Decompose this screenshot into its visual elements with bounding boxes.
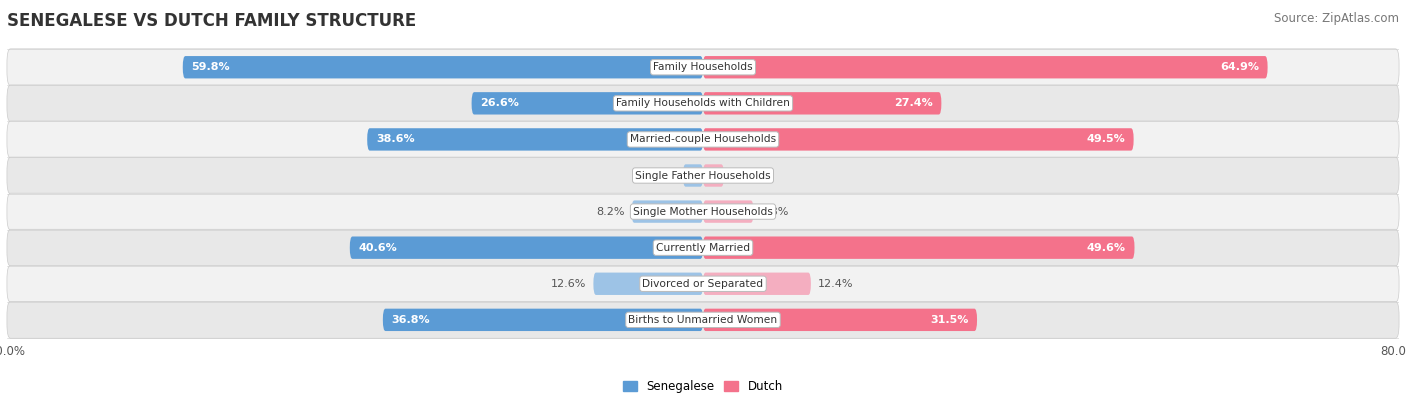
Text: 31.5%: 31.5% [929, 315, 969, 325]
Text: 38.6%: 38.6% [375, 134, 415, 145]
FancyBboxPatch shape [7, 85, 1399, 122]
Text: 8.2%: 8.2% [596, 207, 624, 216]
FancyBboxPatch shape [350, 237, 703, 259]
Text: Currently Married: Currently Married [657, 243, 749, 253]
FancyBboxPatch shape [471, 92, 703, 115]
Text: 59.8%: 59.8% [191, 62, 231, 72]
Text: Married-couple Households: Married-couple Households [630, 134, 776, 145]
Text: Divorced or Separated: Divorced or Separated [643, 279, 763, 289]
Text: 26.6%: 26.6% [481, 98, 519, 108]
Text: 40.6%: 40.6% [359, 243, 398, 253]
Text: SENEGALESE VS DUTCH FAMILY STRUCTURE: SENEGALESE VS DUTCH FAMILY STRUCTURE [7, 12, 416, 30]
Text: 36.8%: 36.8% [391, 315, 430, 325]
FancyBboxPatch shape [183, 56, 703, 79]
FancyBboxPatch shape [7, 301, 1399, 338]
FancyBboxPatch shape [593, 273, 703, 295]
FancyBboxPatch shape [703, 128, 1133, 150]
Legend: Senegalese, Dutch: Senegalese, Dutch [619, 376, 787, 395]
Text: 49.5%: 49.5% [1087, 134, 1125, 145]
FancyBboxPatch shape [703, 237, 1135, 259]
Text: Family Households: Family Households [654, 62, 752, 72]
FancyBboxPatch shape [703, 200, 754, 223]
Text: 27.4%: 27.4% [894, 98, 932, 108]
Text: Single Mother Households: Single Mother Households [633, 207, 773, 216]
FancyBboxPatch shape [7, 265, 1399, 302]
FancyBboxPatch shape [367, 128, 703, 150]
FancyBboxPatch shape [631, 200, 703, 223]
Text: 12.6%: 12.6% [551, 279, 586, 289]
FancyBboxPatch shape [703, 92, 942, 115]
Text: Births to Unmarried Women: Births to Unmarried Women [628, 315, 778, 325]
FancyBboxPatch shape [703, 308, 977, 331]
Text: 12.4%: 12.4% [818, 279, 853, 289]
FancyBboxPatch shape [7, 121, 1399, 158]
FancyBboxPatch shape [7, 193, 1399, 230]
Text: 64.9%: 64.9% [1220, 62, 1258, 72]
FancyBboxPatch shape [7, 229, 1399, 266]
Text: Source: ZipAtlas.com: Source: ZipAtlas.com [1274, 12, 1399, 25]
FancyBboxPatch shape [7, 49, 1399, 86]
FancyBboxPatch shape [703, 273, 811, 295]
Text: 2.3%: 2.3% [648, 171, 676, 181]
Text: 2.4%: 2.4% [731, 171, 759, 181]
FancyBboxPatch shape [703, 164, 724, 187]
FancyBboxPatch shape [7, 157, 1399, 194]
Text: Single Father Households: Single Father Households [636, 171, 770, 181]
Text: 49.6%: 49.6% [1087, 243, 1126, 253]
FancyBboxPatch shape [683, 164, 703, 187]
Text: Family Households with Children: Family Households with Children [616, 98, 790, 108]
FancyBboxPatch shape [382, 308, 703, 331]
Text: 5.8%: 5.8% [761, 207, 789, 216]
FancyBboxPatch shape [703, 56, 1268, 79]
